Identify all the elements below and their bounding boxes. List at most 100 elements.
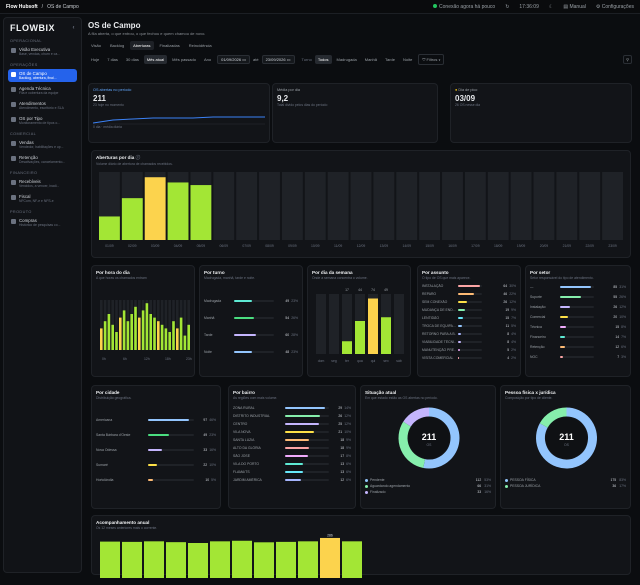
per_district-row: FLAMA/TS 13 6% [233,468,351,476]
tab-item[interactable]: Reincidência [188,43,212,48]
row-label: FLAMA/TS [233,470,250,474]
row-bar-track [458,325,482,327]
donut-total-label: OS [427,443,433,447]
sidebar-item-description: Backlog, abertura, final... [19,76,57,80]
top-bar: Flow Hubsoft / OS de Campo Conexão agora… [0,0,640,14]
weekday-value-label: 49 [384,288,388,292]
shift-option[interactable]: Manhã [364,57,377,62]
kpi-opened-value: 211 [93,94,106,103]
row-bar-track [458,357,482,359]
sidebar-item-description: Desativações, cancelamento... [19,160,66,164]
period-option[interactable]: Ano [203,57,212,62]
sidebar-item-description: Base, vendas, churn e ca... [19,52,61,56]
tab-item[interactable]: Visão [91,43,101,48]
sidebar-item[interactable]: Atendimentos Atendimento, escritório e SL… [8,99,77,112]
sidebar-item-label: Atendimentos [19,101,46,106]
row-bar [560,316,569,318]
sidebar-item-icon [11,117,16,122]
tab-item[interactable]: Aberturas [130,41,154,50]
card-per-day: Aberturas por dia ⓘ Volume diário de abe… [91,150,631,258]
per_sector-row: Instalação 26 12% [530,302,626,312]
app-name[interactable]: Flow Hubsoft [6,3,38,10]
day-tick: 14/09 [402,244,411,248]
shift-label: Turno [301,57,312,62]
row-bar [234,350,252,353]
manual-button[interactable]: ▤ Manual [563,3,586,10]
row-value: 97 46% [203,417,216,422]
card-per-district: Por bairro As regiões com mais volume. Z… [228,385,356,509]
hour-bar-bg [183,300,187,350]
sidebar-item[interactable]: OS por Tipo Monitoramento de tipos o... [8,114,77,127]
info-icon[interactable]: ⓘ [135,155,141,160]
row-value: 33 16% [203,447,216,452]
sidebar-item-label: OS de Campo [19,71,47,76]
month-bar [342,541,362,578]
day-bar-bg [579,172,601,240]
per_district-row: JARDIM AMÉRICA 12 6% [233,476,351,484]
sidebar-item[interactable]: OS de Campo Backlog, abertura, final... [8,69,77,82]
shift-option[interactable]: Noite [403,57,413,62]
collapse-icon[interactable]: ‹ [72,25,75,31]
period-option[interactable]: Hoje [91,57,100,62]
day-tick: 17/09 [471,244,480,248]
settings-button[interactable]: ⚙ Configurações [595,3,634,10]
hour-bar [149,314,152,350]
shift-option[interactable]: Todos [314,55,332,64]
person-subtitle: Composição por tipo de cliente. [505,396,553,400]
per-day-title: Aberturas por dia ⓘ [96,155,141,160]
sidebar-item[interactable]: Vendas Vendedor, habilitações e up... [8,138,77,151]
weekday-bar-bg [329,294,339,354]
sidebar-item[interactable]: Agenda Técnica Fila e cobertura da equipe [8,84,77,97]
day-bar [99,216,120,240]
row-bar [560,296,582,298]
refresh-icon[interactable]: ↻ [505,3,510,10]
sidebar-item-label: Visão Executiva [19,47,51,52]
donut-total-label: OS [564,443,570,447]
legend-swatch [365,478,368,482]
date-from-input[interactable]: 01/09/2026 ▭ [217,55,251,64]
shift-option[interactable]: Madrugada [336,57,357,62]
per_sector-row: Financeiro 14 7% [530,332,626,342]
shift-option[interactable]: Tarde [384,57,395,62]
per_district-row: VILA DO PORTO 13 6% [233,460,351,468]
period-option[interactable]: Mês atual [143,55,168,64]
row-bar-track [458,293,482,295]
tab-item[interactable]: Finalizadas [159,43,180,48]
tab-item[interactable]: Backlog [109,43,125,48]
weekday-value-label: 44 [358,288,362,292]
date-to-input[interactable]: 23/09/2026 ▭ [261,55,295,64]
theme-toggle-icon[interactable]: ☾ [548,3,554,10]
row-value: 48 23% [285,349,298,354]
day-tick: 08/09 [265,244,274,248]
row-value: 18 9% [340,446,351,450]
pin-icon[interactable]: ⚲ [623,55,632,64]
row-value: 8 4% [507,340,516,344]
sidebar-item[interactable]: Recebíveis Vencidos, a vencer, inadi... [8,177,77,190]
filters-button[interactable]: ⛉ Filtros ▾ [418,54,445,65]
period-option[interactable]: 30 dias [125,57,139,62]
day-tick: 22/09 [585,244,594,248]
sidebar-item[interactable]: Retenção Desativações, cancelamento... [8,153,77,166]
row-bar [458,349,460,351]
row-bar [285,455,308,457]
month-bar [144,541,164,578]
per_city-row: Nova Odessa 33 16% [96,442,216,457]
sidebar-item[interactable]: Compras Histórico de pesquisas co... [8,216,77,229]
donut-slice [423,407,460,469]
sidebar-item[interactable]: Visão Executiva Base, vendas, churn e ca.… [8,45,77,58]
day-bar-bg [350,172,372,240]
sidebar-item-label: Retenção [19,155,38,160]
day-tick: 03/09 [151,244,160,248]
row-bar [148,418,190,421]
sidebar-item-icon [11,219,16,224]
period-option[interactable]: Mês passado [172,57,196,62]
sidebar-item[interactable]: Fiscal NFCom, NF-e e NFS-e [8,192,77,205]
period-option[interactable]: 7 dias [107,57,118,62]
per_sector-row: — 85 31% [530,282,626,292]
person-title: Pessoa física x jurídica [505,390,556,395]
row-label: Retenção [530,345,545,349]
sidebar-item-icon [11,141,16,146]
kpi-sparkline [93,116,265,125]
connection-status: Conexão agora há pouco [433,3,495,10]
legend-item: PESSOA JURÍDICA 36 17% [505,483,626,489]
